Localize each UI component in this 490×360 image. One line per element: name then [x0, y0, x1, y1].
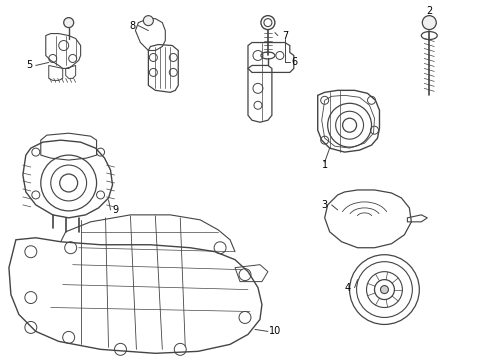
Circle shape	[422, 15, 436, 30]
Text: 6: 6	[292, 58, 298, 67]
Text: 9: 9	[112, 205, 119, 215]
Text: 4: 4	[344, 283, 351, 293]
Circle shape	[64, 18, 74, 28]
Text: 5: 5	[25, 60, 32, 71]
Text: 1: 1	[321, 160, 328, 170]
Text: 3: 3	[321, 200, 328, 210]
Text: 8: 8	[129, 21, 136, 31]
Text: 7: 7	[282, 31, 288, 41]
Text: 10: 10	[269, 327, 281, 336]
Circle shape	[144, 15, 153, 26]
Text: 2: 2	[426, 6, 432, 15]
Circle shape	[380, 285, 389, 293]
